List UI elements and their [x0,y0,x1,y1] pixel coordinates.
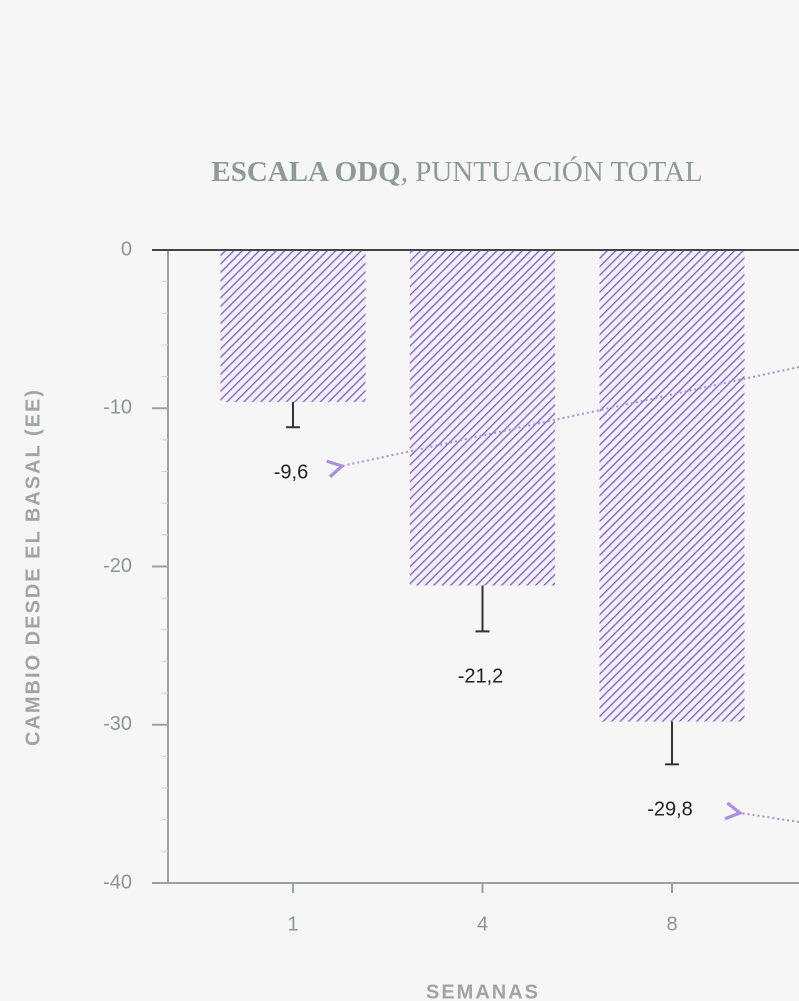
y-tick-label: -10 [103,397,132,419]
bar [220,250,366,402]
chart-title: ESCALA ODQ, PUNTUACIÓN TOTAL [211,155,702,188]
value-label: -21,2 [458,666,504,688]
title-rest: , PUNTUACIÓN TOTAL [401,155,703,188]
y-tick-label: 0 [121,238,132,260]
bar [410,250,555,586]
y-axis-label: CAMBIO DESDE EL BASAL (EE) [22,388,44,746]
x-tick-label: 4 [477,913,488,935]
value-label: -29,8 [647,799,693,821]
x-tick-label: 1 [287,913,298,935]
bar [599,250,745,722]
y-tick-label: -20 [103,555,132,577]
x-axis-label: SEMANAS [426,981,540,1001]
annotation-arrow [724,801,799,823]
title-bold: ESCALA ODQ [211,156,400,188]
y-tick-label: -30 [103,713,132,735]
x-tick-label: 8 [666,913,677,935]
value-label: -9,6 [274,462,308,484]
y-tick-label: -40 [103,871,132,893]
